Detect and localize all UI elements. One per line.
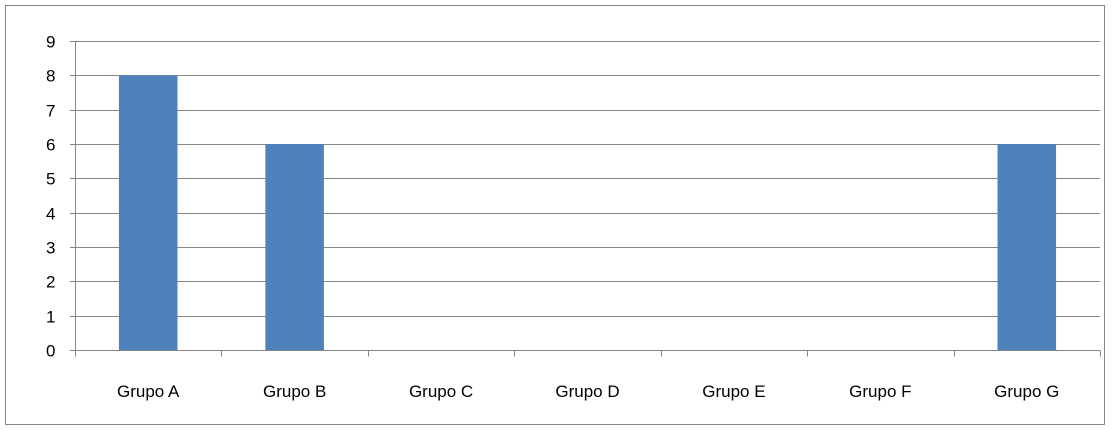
x-category-label: Grupo E — [702, 382, 765, 401]
x-category-label: Grupo C — [409, 382, 473, 401]
y-axis — [70, 41, 76, 351]
y-tick-label: 7 — [46, 102, 55, 121]
x-category-label: Grupo B — [263, 382, 326, 401]
y-tick-label: 9 — [46, 33, 55, 52]
y-tick-labels: 0 1 2 3 4 5 6 7 8 9 — [46, 33, 55, 361]
x-axis — [75, 350, 1101, 357]
y-tick-label: 4 — [46, 205, 55, 224]
y-tick-label: 3 — [46, 239, 55, 258]
bar-grupo-a — [118, 75, 178, 350]
x-category-label: Grupo G — [994, 382, 1059, 401]
x-tick-labels: Grupo A Grupo B Grupo C Grupo D Grupo E Grupo… — [117, 382, 1059, 401]
gridlines — [75, 41, 1100, 317]
bar-grupo-b — [265, 144, 324, 350]
bars — [118, 75, 1057, 350]
y-tick-label: 6 — [46, 136, 55, 155]
y-tick-label: 0 — [46, 342, 55, 361]
y-tick-label: 8 — [46, 67, 55, 86]
y-tick-label: 2 — [46, 273, 55, 292]
y-tick-label: 5 — [46, 170, 55, 189]
y-tick-label: 1 — [46, 308, 55, 327]
bar-grupo-g — [997, 144, 1057, 350]
x-category-label: Grupo F — [849, 382, 911, 401]
x-category-label: Grupo A — [117, 382, 180, 401]
x-category-label: Grupo D — [555, 382, 619, 401]
